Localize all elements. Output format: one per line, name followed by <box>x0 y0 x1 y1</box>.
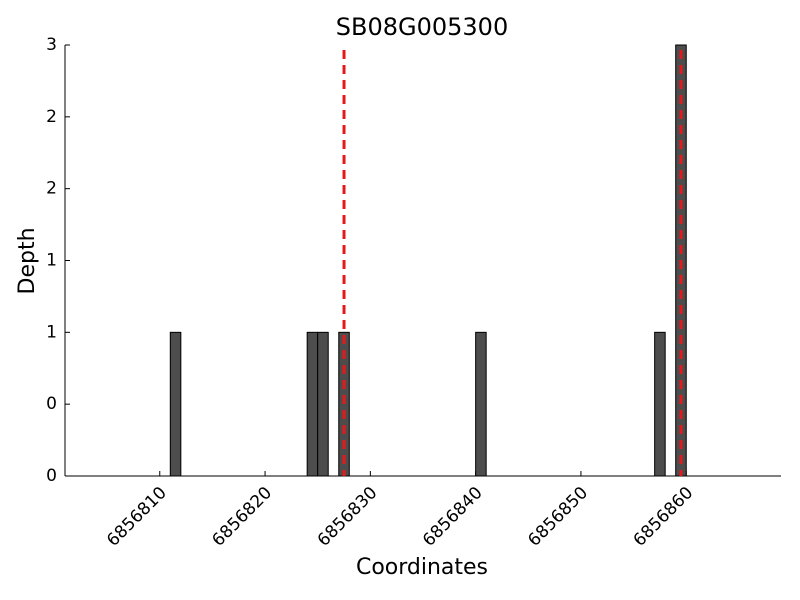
bar <box>317 331 329 477</box>
y-tick-label: 2 <box>46 107 57 127</box>
y-tick-label: 0 <box>46 394 57 414</box>
y-tick-label: 3 <box>46 35 57 55</box>
bar <box>169 331 182 477</box>
y-tick-label: 1 <box>46 251 57 271</box>
bar <box>306 331 319 477</box>
x-tick-label: 6856810 <box>103 483 171 551</box>
x-tick-label: 6856830 <box>314 483 382 551</box>
y-tick-label: 2 <box>46 179 57 199</box>
y-tick-label: 1 <box>46 322 57 342</box>
y-tick-label: 0 <box>46 466 57 486</box>
bar <box>475 331 487 477</box>
y-axis-label: Depth <box>15 227 40 294</box>
x-tick-label: 6856860 <box>630 483 698 551</box>
x-axis-label: Coordinates <box>356 555 488 580</box>
bar <box>654 331 666 477</box>
chart-title: SB08G005300 <box>336 13 508 41</box>
x-tick-label: 6856840 <box>419 483 487 551</box>
x-tick-label: 6856850 <box>524 483 592 551</box>
x-tick-label: 6856820 <box>208 483 276 551</box>
